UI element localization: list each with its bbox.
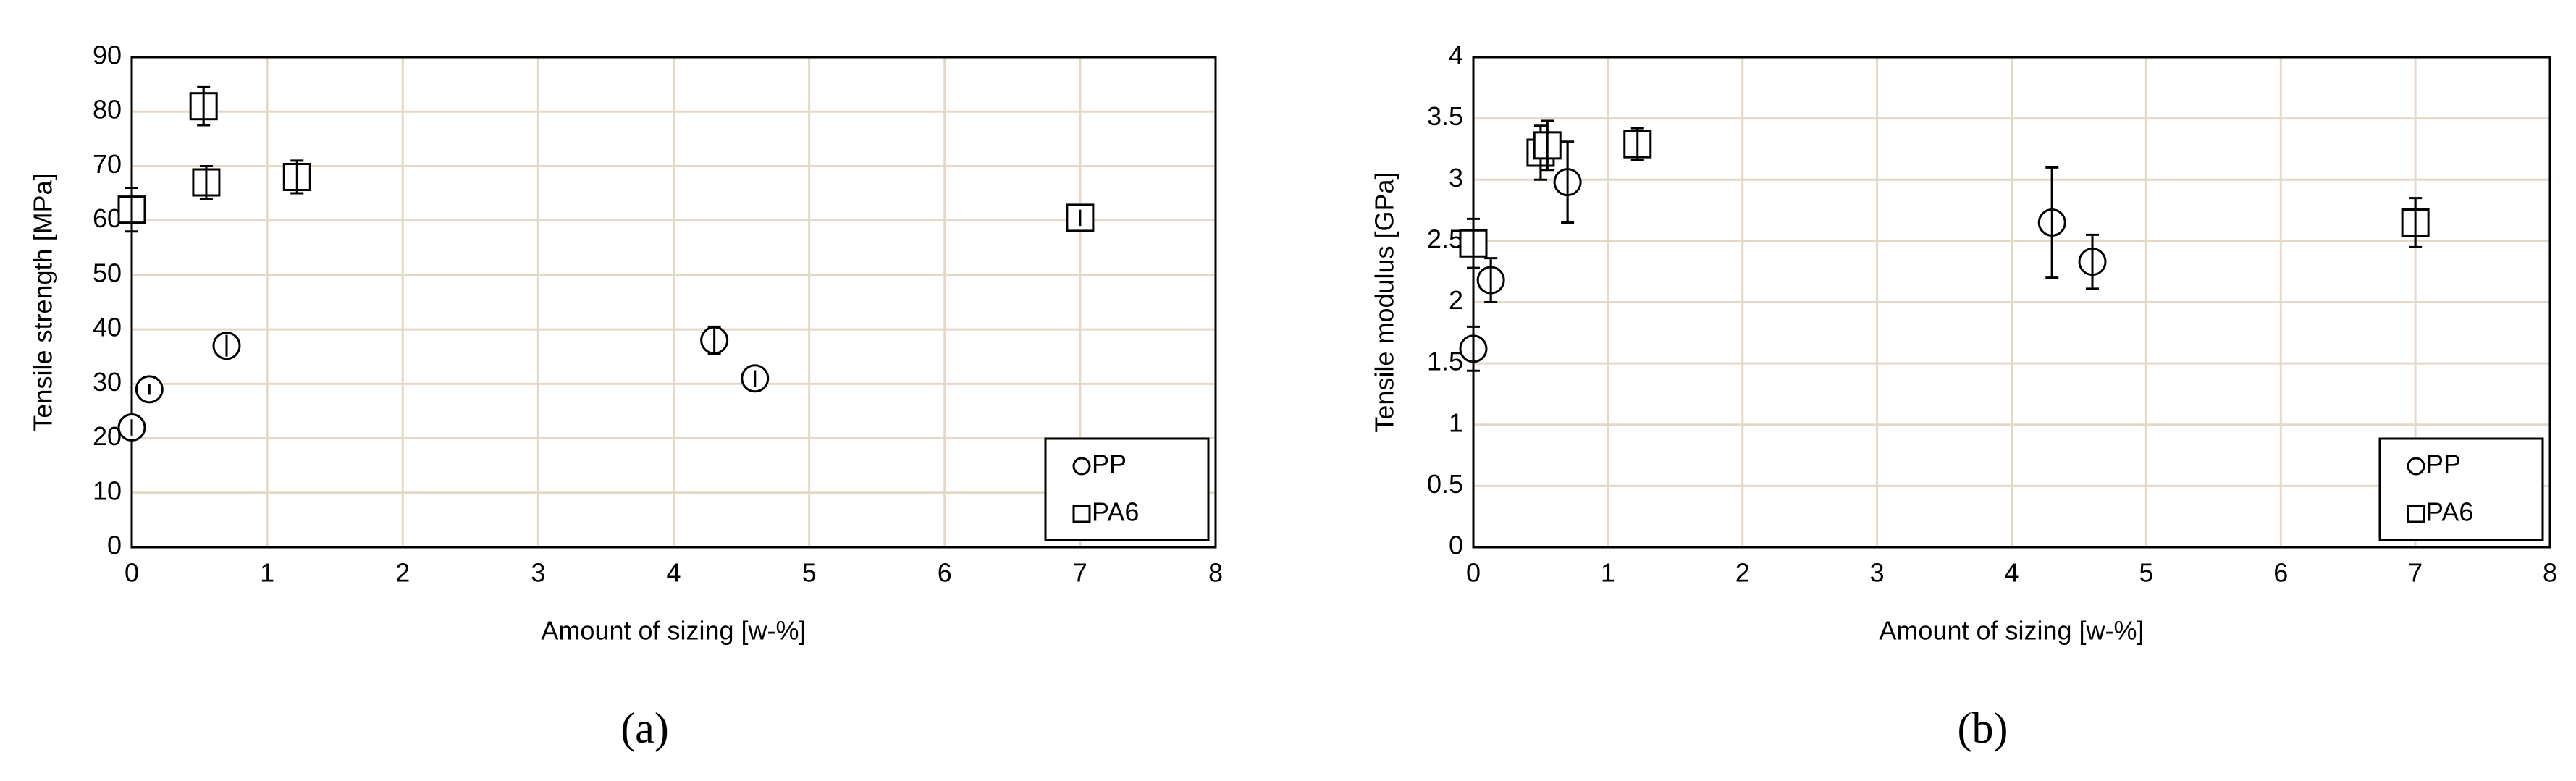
x-tick-label: 1 xyxy=(1601,558,1615,588)
x-tick-label: 6 xyxy=(938,558,952,588)
legend-label: PA6 xyxy=(2426,497,2473,527)
y-tick-label: 90 xyxy=(93,41,122,70)
y-tick-label: 3 xyxy=(1449,163,1463,193)
x-tick-label: 7 xyxy=(2408,558,2423,588)
x-tick-label: 6 xyxy=(2273,558,2288,588)
x-tick-label: 1 xyxy=(260,558,274,588)
y-tick-label: 20 xyxy=(93,421,122,451)
y-tick-label: 60 xyxy=(93,203,122,233)
x-tick-label: 7 xyxy=(1073,558,1087,588)
y-tick-label: 50 xyxy=(93,258,122,287)
legend-label: PP xyxy=(2426,449,2461,479)
x-tick-label: 5 xyxy=(2139,558,2153,588)
x-axis-title: Amount of sizing [w-%] xyxy=(1879,616,2144,646)
x-tick-label: 2 xyxy=(395,558,410,588)
y-tick-label: 30 xyxy=(93,367,122,397)
y-tick-label: 2.5 xyxy=(1427,224,1463,253)
x-tick-label: 5 xyxy=(802,558,817,588)
y-axis-title: Tensile strength [MPa] xyxy=(28,173,58,431)
legend-label: PP xyxy=(1092,449,1127,479)
y-tick-label: 0 xyxy=(107,531,122,560)
x-tick-label: 8 xyxy=(1208,558,1223,588)
panel-label: (a) xyxy=(620,704,669,752)
y-tick-label: 1 xyxy=(1449,408,1463,437)
x-tick-label: 2 xyxy=(1735,558,1750,588)
plot-frame xyxy=(1472,56,2551,549)
y-tick-label: 2 xyxy=(1449,285,1463,315)
legend-marker xyxy=(2407,457,2425,476)
plot-frame xyxy=(130,56,1217,549)
x-tick-label: 0 xyxy=(125,558,139,588)
y-tick-label: 0 xyxy=(1449,531,1463,560)
x-tick-label: 3 xyxy=(531,558,545,588)
y-tick-label: 70 xyxy=(93,149,122,179)
y-tick-label: 10 xyxy=(93,476,122,505)
y-tick-label: 3.5 xyxy=(1427,101,1463,131)
x-tick-label: 0 xyxy=(1466,558,1481,588)
legend-box xyxy=(1044,437,1210,541)
x-axis-title: Amount of sizing [w-%] xyxy=(541,616,806,646)
legend-label: PA6 xyxy=(1092,497,1139,527)
legend-marker xyxy=(2407,505,2425,523)
y-tick-label: 4 xyxy=(1449,41,1463,70)
x-tick-label: 4 xyxy=(666,558,681,588)
panel-label: (b) xyxy=(1958,704,2008,752)
y-axis-title: Tensile modulus [GPa] xyxy=(1370,172,1399,432)
x-tick-label: 8 xyxy=(2543,558,2557,588)
y-tick-label: 40 xyxy=(93,313,122,342)
legend-box xyxy=(2378,437,2544,541)
y-tick-label: 80 xyxy=(93,95,122,124)
y-tick-label: 1.5 xyxy=(1427,347,1463,376)
x-tick-label: 4 xyxy=(2004,558,2019,588)
legend-marker xyxy=(1072,505,1091,523)
legend-marker xyxy=(1072,457,1091,476)
x-tick-label: 3 xyxy=(1870,558,1885,588)
y-tick-label: 0.5 xyxy=(1427,469,1463,499)
